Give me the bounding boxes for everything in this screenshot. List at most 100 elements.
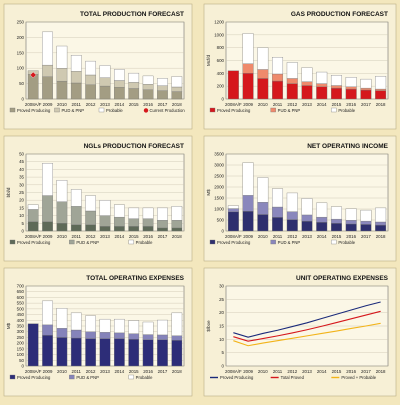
bar-proved-producing-2017 [157,339,168,367]
bar-proved-producing-2018 [171,340,183,367]
bar-probable-2008a-f [27,204,39,210]
bar-probable-2012 [85,60,96,76]
y-tick-label: 200 [17,35,25,40]
bar-proved-producing-2008a-f [227,70,239,100]
y-tick-label: 10 [19,213,24,218]
bar-probable-2012 [85,315,96,332]
bar-probable-2018 [171,76,183,88]
legend-swatch [54,107,60,113]
y-axis-label: M$ [206,189,211,196]
bar-probable-2014 [114,69,125,81]
bar-proved-producing-2015 [128,88,140,100]
bar-proved-producing-2017 [157,90,168,100]
bar-probable-2015 [330,206,342,220]
x-tick-label: 2008A/F [25,369,42,374]
bar-proved-producing-2016 [142,226,154,232]
bar-proved-producing-2011 [272,217,284,232]
x-tick-label: 2016 [143,369,153,374]
y-tick-label: 40 [19,167,24,172]
bar-proved-producing-2013 [99,338,111,367]
x-tick-label: 2017 [361,234,371,239]
marker-current-production [29,71,37,79]
x-tick-label: 2010 [258,369,268,374]
y-tick-label: 1000 [214,207,224,212]
y-tick-label: 200 [17,341,25,346]
bar-proved-producing-2014 [114,338,125,367]
bar-proved-producing-2008a-f [27,221,39,232]
y-tick-label: 25 [19,190,24,195]
chart-title: NET OPERATING INCOME [307,143,388,150]
y-tick-label: 50 [19,152,24,157]
x-tick-label: 2017 [158,369,168,374]
legend-label: Probable [338,240,355,245]
y-tick-label: 30 [219,284,224,289]
bar-pud-pnp-2015 [128,82,140,89]
y-tick-label: 0 [22,229,25,234]
bar-pud-pnp-2010 [257,69,269,79]
bar-probable-2015 [128,207,140,219]
y-tick-label: 600 [217,58,225,63]
bar-proved-producing-2010 [56,80,68,100]
bar-probable-2013 [99,318,111,333]
bar-pud-pnp-2014 [316,83,328,87]
bar-pud-pnp-2012 [85,210,96,226]
x-tick-label: 2014 [317,369,327,374]
panel-total-production-forecast: TOTAL PRODUCTION FORECAST 0 50 100 150 200 250… [3,3,193,130]
bar-pud-pnp-2018 [171,86,183,92]
chart-title: TOTAL OPERATING EXPENSES [86,275,184,282]
bar-pud-pnp-2016 [345,220,357,225]
bar-pud-pnp-2011 [70,329,82,339]
y-tick-label: 50 [19,358,24,363]
bar-proved-producing-2011 [70,337,82,367]
legend-swatch [209,239,216,245]
bar-pud-pnp-2010 [56,328,68,338]
x-tick-label: 2016 [143,234,153,239]
bar-pud-pnp-2018 [375,221,387,226]
bar-probable-2010 [56,308,68,329]
bar-probable-2012 [286,62,298,79]
x-tick-label: 2016 [346,369,356,374]
y-tick-label: 0 [222,97,225,102]
legend-label: Proved Producing [17,108,51,113]
bar-proved-producing-2016 [345,88,357,100]
y-tick-label: 2500 [214,174,224,179]
y-tick-label: 3000 [214,163,224,168]
bar-probable-2016 [345,77,357,87]
y-axis-label: M$ [6,322,11,329]
x-tick-label: 2015 [332,234,342,239]
y-tick-label: 250 [17,335,25,340]
legend-swatch [69,374,75,380]
bar-proved-producing-2015 [128,226,140,232]
legend-label: Proved Producing [220,375,254,380]
bar-probable-2018 [375,76,387,90]
bar-proved-producing-2012 [85,84,96,100]
y-axis-label: $/boe [206,320,211,332]
bar-pud-pnp-2011 [272,73,284,82]
x-tick-label: 2008A/F [225,102,242,107]
bar-proved-producing-2016 [142,339,154,367]
x-tick-label: 2013 [100,102,110,107]
bar-proved-producing-2010 [56,337,68,367]
legend-swatch [69,239,75,245]
bar-proved-producing-2010 [56,223,68,232]
y-tick-label: 50 [19,81,24,86]
x-tick-label: 2009 [43,102,53,107]
bar-pud-pnp-2009 [242,63,254,74]
legend-swatch [98,107,105,113]
x-tick-label: 2015 [332,369,342,374]
x-tick-label: 2011 [273,369,283,374]
bar-probable-2013 [99,200,111,216]
x-tick-label: 2017 [361,369,371,374]
bar-probable-2012 [286,192,298,212]
bar-probable-2012 [85,195,96,212]
x-tick-label: 2016 [143,102,153,107]
bar-probable-2016 [142,321,154,335]
bar-proved-producing-2008a-f [227,211,239,232]
bar-probable-2017 [157,319,168,336]
y-tick-label: 600 [17,295,25,300]
bar-proved-producing-2016 [142,89,154,100]
bar-probable-2013 [301,67,313,82]
bar-proved-producing-2009 [42,76,53,100]
y-tick-label: 0 [222,364,225,369]
y-tick-label: 200 [217,84,225,89]
